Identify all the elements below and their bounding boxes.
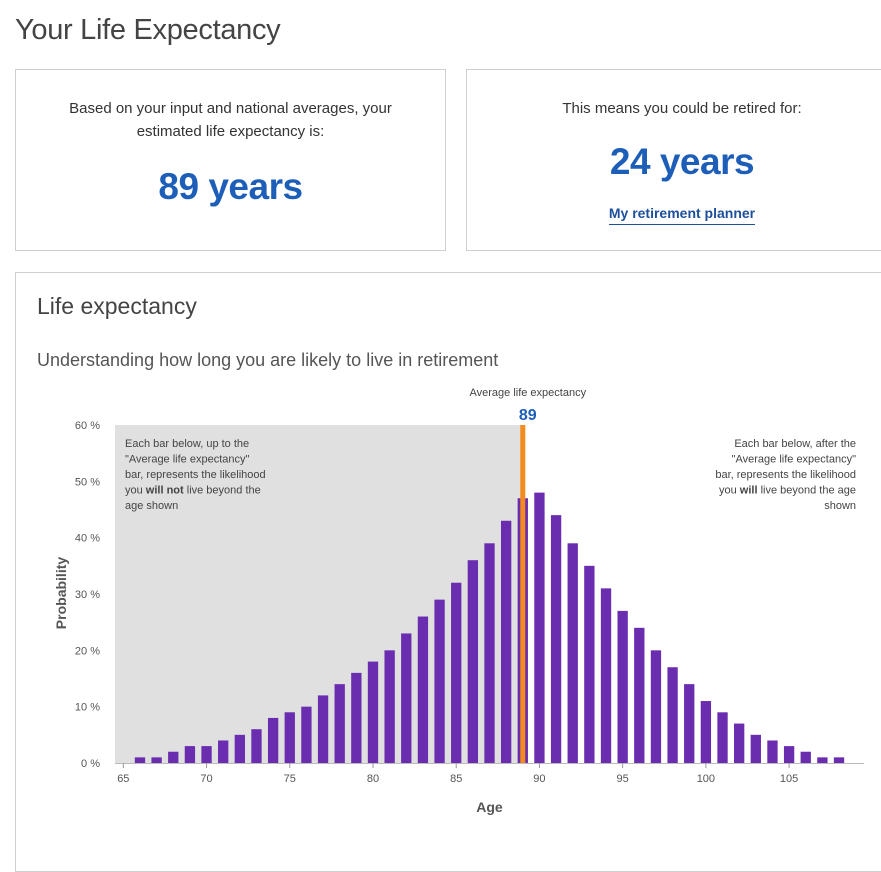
x-tick-label: 80: [367, 773, 379, 785]
bar: [251, 729, 262, 763]
y-tick-label: 0 %: [81, 758, 100, 770]
bar: [600, 588, 612, 763]
bar: [667, 667, 678, 763]
bar: [833, 757, 845, 763]
right-note-line: bar, represents the likelihood: [715, 469, 856, 481]
bar: [267, 717, 279, 763]
bar: [218, 740, 229, 763]
bar: [401, 633, 412, 763]
bar: [550, 515, 562, 763]
bar: [500, 520, 512, 763]
bar: [434, 599, 445, 763]
life-expectancy-chart-card: Life expectancy Understanding how long y…: [15, 272, 881, 872]
x-tick-label: 70: [200, 773, 212, 785]
bar: [351, 672, 362, 763]
average-marker-value: 89: [519, 407, 537, 424]
bar: [417, 616, 429, 763]
bar: [367, 661, 379, 763]
y-tick-label: 50 %: [75, 476, 100, 488]
life-expectancy-card: Based on your input and national average…: [15, 69, 446, 251]
bar: [783, 746, 795, 763]
retirement-duration-card: This means you could be retired for: 24 …: [466, 69, 881, 251]
bar: [800, 751, 811, 763]
y-tick-label: 40 %: [75, 533, 100, 545]
life-expectancy-chart: 0 % 10 % 20 % 30 % 40 % 50 % 60 % Average life …: [53, 387, 864, 815]
x-tick-label: 100: [697, 773, 715, 785]
average-marker-line: [520, 425, 526, 763]
bar: [534, 492, 545, 763]
right-note-line: Each bar below, after the: [734, 438, 856, 450]
left-note-line: age shown: [125, 500, 178, 512]
bar: [767, 740, 778, 763]
right-note-line: shown: [824, 500, 856, 512]
left-note-line: "Average life expectancy": [125, 454, 249, 466]
bar: [467, 560, 479, 763]
bar: [700, 701, 712, 763]
bar: [317, 695, 329, 763]
x-tick-label: 85: [450, 773, 462, 785]
life-expectancy-value: 89 years: [158, 166, 303, 207]
retirement-planner-link-wrap[interactable]: My retirement planner: [467, 205, 881, 225]
left-note-line: you will not live beyond the: [125, 485, 261, 497]
y-tick-label: 30 %: [75, 589, 100, 601]
bar: [184, 746, 196, 763]
x-axis-label: Age: [476, 799, 503, 815]
bar: [334, 684, 345, 763]
bar: [817, 757, 828, 763]
chart-section-title: Life expectancy: [37, 293, 197, 319]
bar: [151, 757, 162, 763]
bar: [484, 543, 495, 763]
bar: [650, 650, 662, 763]
x-tick-label: 105: [780, 773, 798, 785]
bar: [750, 734, 761, 763]
x-tick-label: 95: [617, 773, 629, 785]
bar: [168, 751, 179, 763]
x-tick-label: 90: [533, 773, 545, 785]
retirement-duration-value: 24 years: [609, 141, 755, 182]
bar: [384, 650, 395, 763]
bar: [684, 684, 695, 763]
bar: [451, 582, 462, 763]
y-axis-label: Probability: [53, 557, 69, 630]
x-tick-label: 65: [117, 773, 129, 785]
right-note-line: "Average life expectancy": [732, 454, 856, 466]
chart-section-subtitle: Understanding how long you are likely to…: [37, 350, 499, 370]
left-note-line: bar, represents the likelihood: [125, 469, 266, 481]
bar: [567, 543, 578, 763]
bar: [201, 746, 212, 763]
retirement-duration-description: This means you could be retired for:: [562, 100, 802, 117]
bar: [301, 706, 312, 763]
life-expectancy-description: Based on your input and national average…: [69, 100, 392, 140]
right-note-line: you will live beyond the age: [719, 485, 856, 497]
bar: [717, 712, 728, 763]
bar: [134, 757, 146, 763]
retirement-planner-link[interactable]: My retirement planner: [608, 205, 756, 225]
bar: [634, 627, 645, 763]
y-tick-label: 60 %: [75, 420, 100, 432]
x-tick-label: 75: [284, 773, 296, 785]
y-tick-label: 20 %: [75, 645, 100, 657]
bar: [234, 734, 245, 763]
bar: [584, 565, 595, 763]
bar: [734, 723, 745, 763]
average-marker-label: Average life expectancy: [469, 387, 586, 399]
left-note-line: Each bar below, up to the: [125, 438, 249, 450]
page-title: Your Life Expectancy: [15, 14, 281, 46]
y-tick-label: 10 %: [75, 702, 100, 714]
bar: [617, 610, 628, 763]
bar: [284, 712, 295, 763]
